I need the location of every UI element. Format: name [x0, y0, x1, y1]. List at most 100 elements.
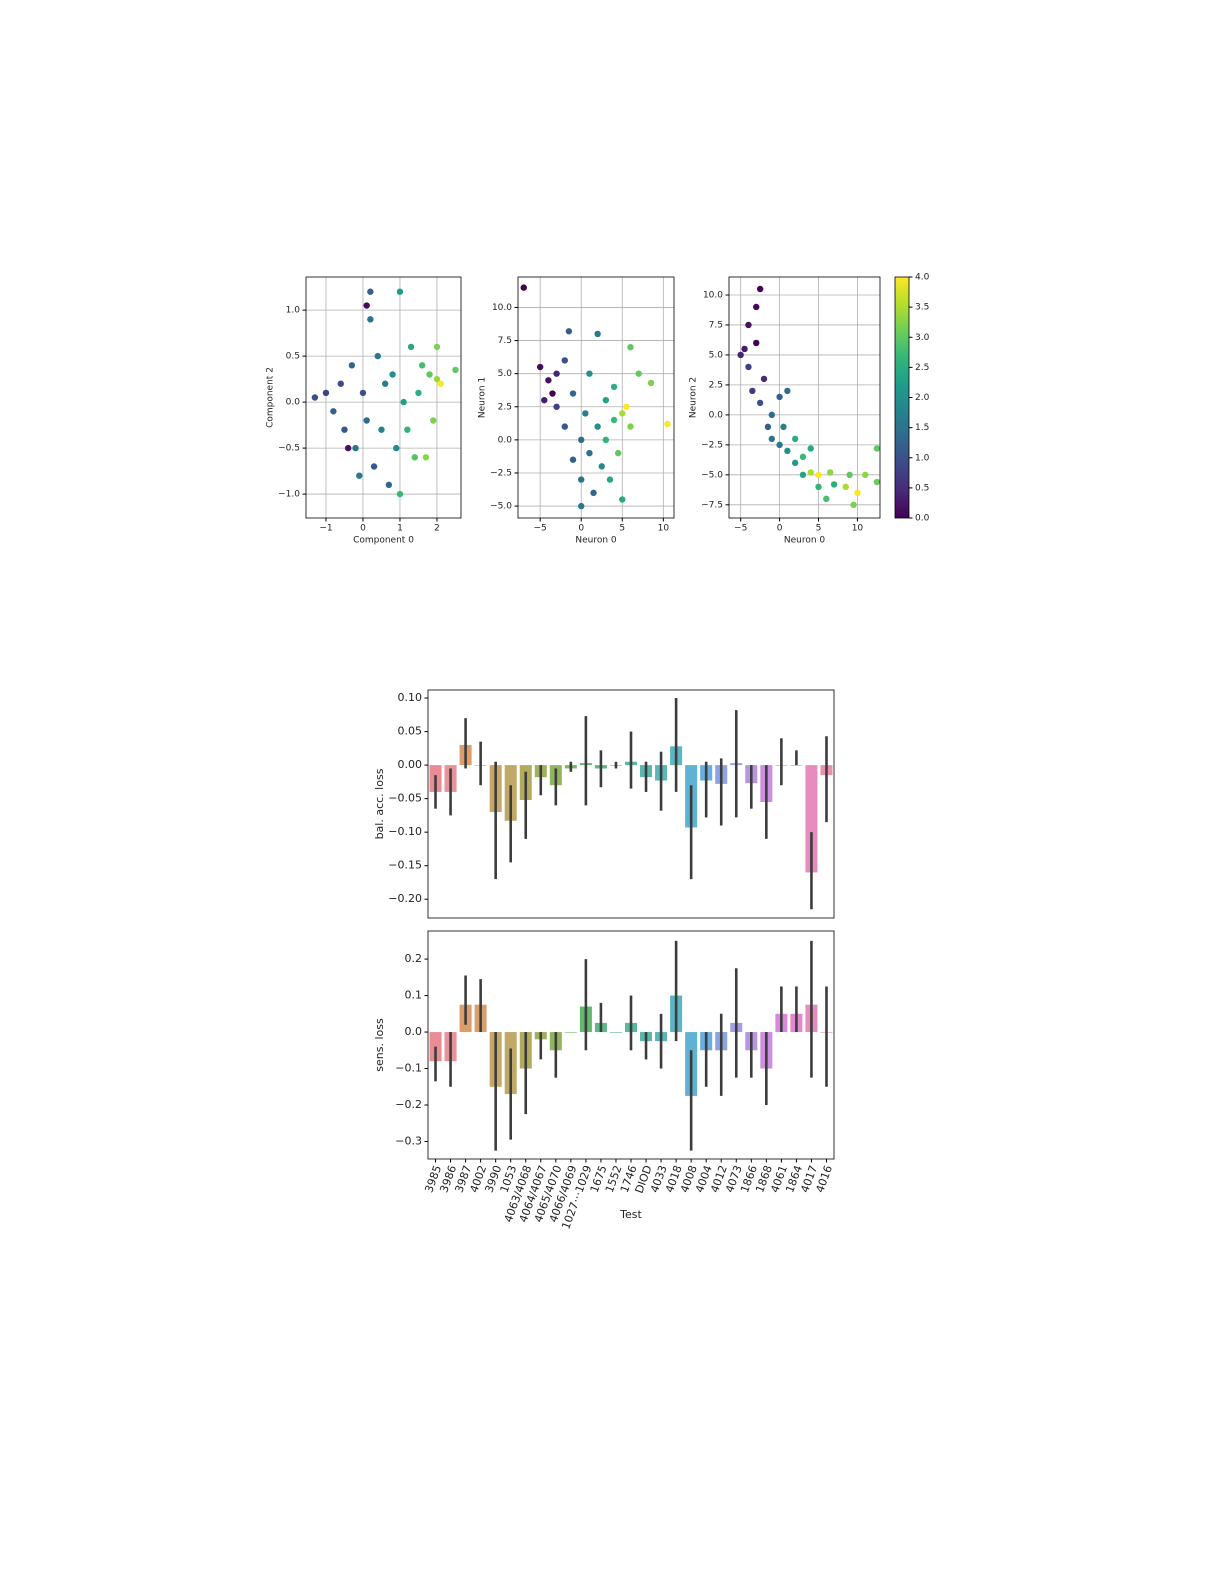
x-tick-label: 5	[619, 524, 625, 534]
y-tick-label: 0.2	[405, 952, 423, 965]
point	[610, 383, 618, 391]
point	[594, 330, 601, 338]
point	[610, 416, 618, 424]
point	[367, 316, 374, 323]
bar	[805, 765, 818, 873]
point	[549, 390, 556, 397]
y-tick-label: −0.1	[395, 1062, 422, 1075]
y-tick-label: −0.5	[278, 444, 300, 454]
y-tick-label: 0.10	[398, 691, 423, 704]
colorbar-gradient	[894, 276, 910, 519]
colorbar-tick-label: 3.0	[915, 333, 930, 343]
point	[760, 375, 768, 383]
point	[363, 302, 370, 309]
axes-frame	[427, 689, 835, 919]
y-tick-label: 0.5	[286, 352, 300, 362]
point	[598, 463, 605, 470]
point	[396, 490, 404, 498]
y-tick-label: 0.0	[286, 398, 301, 408]
point	[623, 403, 630, 410]
y-tick-label: −0.20	[388, 892, 422, 905]
point	[330, 408, 337, 415]
point	[561, 423, 568, 430]
point	[569, 456, 577, 463]
x-tick-label: 5	[816, 524, 822, 534]
x-tick-label: 10	[852, 524, 864, 534]
point	[756, 399, 764, 407]
point	[578, 502, 585, 510]
point	[768, 411, 776, 419]
point	[784, 387, 791, 395]
y-tick-label: 10.0	[492, 303, 512, 313]
point	[846, 471, 853, 479]
y-tick-label: 0.00	[398, 758, 423, 771]
bar-chart: −0.20 −0.15 −0.10 −0.05 0.00 0.05 0.10 bal. acc…	[373, 689, 835, 919]
point	[363, 417, 370, 424]
point	[582, 410, 589, 417]
point	[541, 396, 548, 404]
axes-frame	[427, 930, 835, 1160]
point	[341, 426, 348, 433]
point	[586, 449, 593, 457]
x-tick-label: 0	[360, 524, 366, 534]
point	[815, 471, 822, 479]
y-tick-label: −7.5	[701, 500, 723, 510]
point	[311, 394, 319, 401]
point	[437, 380, 444, 387]
colorbar-tick-label: 0.5	[915, 483, 929, 493]
point	[791, 459, 799, 467]
point	[873, 445, 881, 452]
colorbar-tick-label: 4.0	[915, 273, 930, 283]
point	[862, 471, 869, 479]
point	[322, 389, 330, 397]
point	[799, 453, 807, 461]
point	[753, 339, 760, 347]
point	[418, 362, 426, 369]
y-tick-label: 1.0	[286, 306, 301, 316]
point	[850, 501, 857, 509]
x-tick-label: 1	[397, 524, 403, 534]
point	[737, 351, 744, 359]
point	[578, 436, 585, 444]
point	[594, 423, 601, 430]
scatter-plot: −5 0 5 10 −7.5 −5.0 −2.5 0.0 2.5 5.0 7.5 10.0 Neuron…	[689, 273, 930, 546]
x-axis-label: Component 0	[353, 536, 414, 546]
point	[578, 476, 585, 483]
point	[826, 469, 834, 476]
y-tick-label: 0.0	[405, 1025, 423, 1038]
x-tick-label: 0	[578, 524, 584, 534]
x-tick-label: 0	[777, 524, 783, 534]
point	[426, 371, 433, 378]
x-tick-label: −5	[734, 524, 747, 534]
point	[614, 449, 622, 457]
point	[348, 362, 356, 369]
point	[602, 436, 610, 444]
point	[764, 423, 772, 431]
point	[647, 379, 655, 387]
point	[590, 489, 597, 497]
point	[619, 410, 626, 417]
point	[745, 321, 752, 329]
point	[389, 371, 396, 378]
point	[545, 377, 552, 384]
scatter-plot: −1 0 1 2 −1.0 −0.5 0.0 0.5 1.0 Component 0 Compone…	[266, 276, 462, 546]
point	[749, 387, 756, 395]
point	[854, 489, 861, 497]
point	[337, 380, 344, 387]
point	[780, 423, 787, 431]
x-tick-label: −1	[319, 524, 332, 534]
y-axis-label: Component 2	[266, 367, 276, 428]
point	[433, 343, 441, 351]
colorbar-tick-label: 2.0	[915, 393, 930, 403]
bar	[609, 1032, 622, 1033]
point	[536, 363, 544, 371]
point	[602, 396, 610, 404]
point	[664, 420, 671, 428]
point	[768, 435, 776, 443]
point	[385, 481, 393, 489]
point	[627, 423, 634, 430]
axes-frame	[305, 276, 462, 519]
colorbar-tick-label: 1.5	[915, 423, 929, 433]
y-tick-label: −1.0	[278, 490, 300, 500]
point	[381, 380, 389, 387]
